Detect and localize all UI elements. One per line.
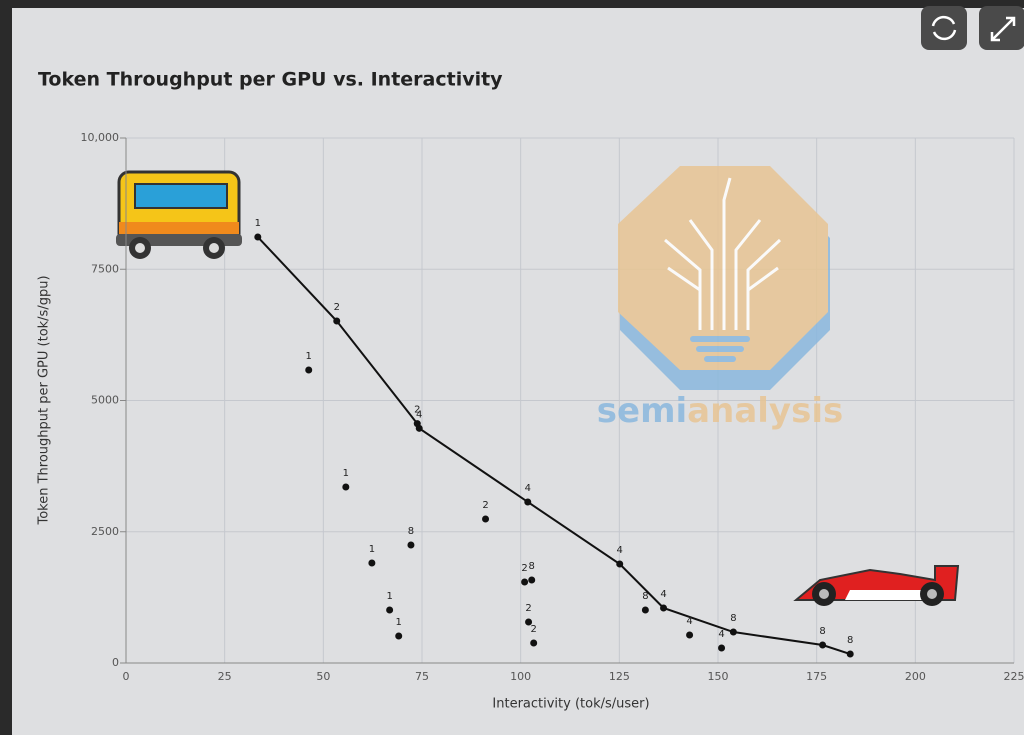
data-point	[395, 632, 403, 640]
point-label: 2	[525, 603, 531, 614]
point-label: 4	[416, 409, 422, 420]
data-point	[819, 641, 827, 649]
point-label: 1	[343, 468, 349, 479]
data-point	[528, 576, 536, 584]
x-tick-label: 150	[708, 670, 729, 683]
bus-icon	[116, 170, 242, 259]
point-label: 1	[386, 591, 392, 602]
data-point	[525, 618, 533, 626]
data-point	[530, 639, 538, 647]
data-point	[718, 644, 726, 652]
x-tick-label: 100	[510, 670, 531, 683]
point-label: 8	[819, 626, 825, 637]
point-label: 2	[334, 302, 340, 313]
race-car-icon	[793, 565, 960, 606]
point-label: 8	[529, 561, 535, 572]
data-point	[333, 317, 341, 325]
data-point	[415, 424, 423, 432]
data-point	[386, 606, 394, 614]
data-point	[686, 631, 694, 639]
data-point	[524, 498, 532, 506]
grid	[125, 137, 1015, 664]
point-label: 4	[660, 589, 666, 600]
data-point	[846, 650, 854, 658]
y-tick-label: 10,000	[81, 131, 120, 144]
y-tick-label: 7500	[91, 262, 119, 275]
x-tick-label: 25	[218, 670, 232, 683]
data-point	[641, 606, 649, 614]
point-label: 2	[531, 624, 537, 635]
point-label: 1	[369, 544, 375, 555]
point-label: 4	[686, 616, 692, 627]
point-label: 1	[306, 351, 312, 362]
point-label: 8	[408, 526, 414, 537]
chart-title: Token Throughput per GPU vs. Interactivi…	[38, 69, 503, 91]
x-axis-label: Interactivity (tok/s/user)	[492, 697, 649, 712]
data-point	[521, 578, 529, 586]
x-tick-label: 225	[1004, 670, 1024, 683]
data-point	[660, 604, 668, 612]
y-axis-label: Token Throughput per GPU (tok/s/gpu)	[37, 275, 52, 525]
point-label: 8	[730, 613, 736, 624]
point-label: 2	[482, 500, 488, 511]
series-line	[257, 236, 851, 655]
watermark-part: semi	[597, 391, 687, 431]
x-tick-label: 75	[415, 670, 429, 683]
expand-button[interactable]	[979, 6, 1024, 50]
watermark-logo: semianalysis	[597, 166, 843, 431]
data-point	[368, 559, 376, 567]
x-tick-label: 175	[806, 670, 827, 683]
x-tick-label: 125	[609, 670, 630, 683]
point-label: 2	[414, 405, 420, 416]
point-label: 4	[718, 629, 724, 640]
data-point	[616, 560, 624, 568]
data-point	[254, 233, 262, 241]
point-label: 1	[396, 617, 402, 628]
watermark-text: semianalysis	[597, 391, 843, 431]
data-point	[729, 628, 737, 636]
data-point	[482, 515, 490, 523]
data-point	[407, 541, 415, 549]
x-tick-label: 200	[905, 670, 926, 683]
point-label: 8	[847, 635, 853, 646]
data-point	[305, 366, 313, 374]
y-tick-label: 5000	[91, 394, 119, 407]
data-point	[342, 483, 350, 491]
point-label: 2	[521, 563, 527, 574]
point-label: 4	[525, 483, 531, 494]
y-tick-label: 2500	[91, 525, 119, 538]
point-label: 8	[642, 591, 648, 602]
chart-panel	[12, 8, 1024, 735]
x-tick-label: 50	[316, 670, 330, 683]
watermark-part: analysis	[687, 391, 843, 431]
point-label: 4	[617, 545, 623, 556]
refresh-button[interactable]	[921, 6, 967, 50]
point-label: 1	[255, 218, 261, 229]
y-tick-label: 0	[112, 656, 119, 669]
x-tick-label: 0	[123, 670, 130, 683]
